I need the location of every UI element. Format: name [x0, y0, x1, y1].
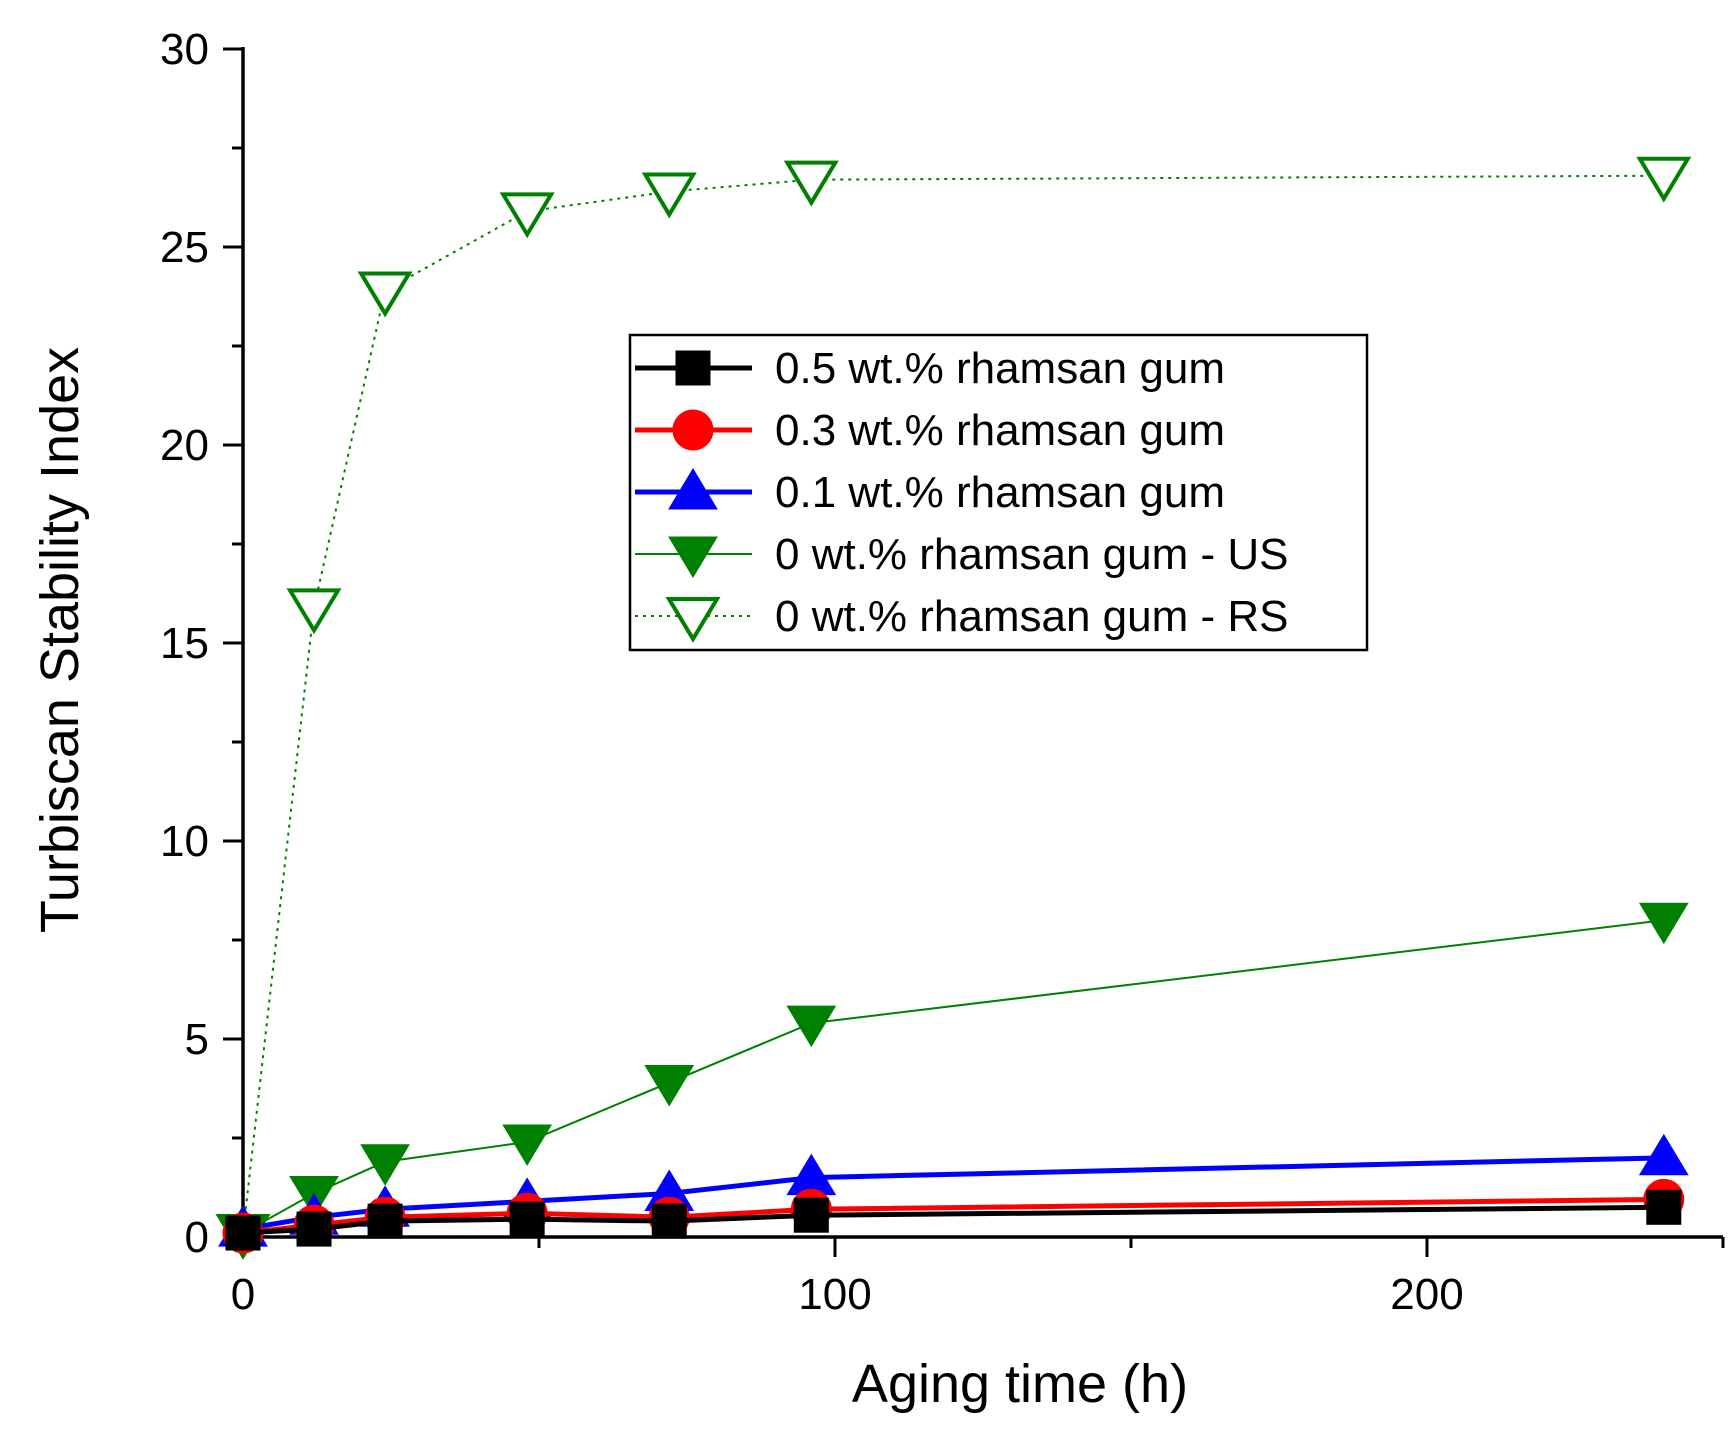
- legend: 0.5 wt.% rhamsan gum 0.3 wt.% rhamsan gum…: [628, 333, 1369, 652]
- legend-marker: [668, 468, 718, 510]
- axes: 0 5 10 15 20 25 30 0 100 200: [160, 25, 1725, 1319]
- legend-label: 0.5 wt.% rhamsan gum: [775, 344, 1225, 393]
- series-line: [242, 1204, 1664, 1236]
- legend-marker: [672, 409, 714, 451]
- legend-marker: [675, 350, 711, 386]
- y-tick-label: 30: [160, 25, 209, 74]
- y-tick-label: 15: [160, 619, 209, 668]
- series-1: [225, 1189, 1682, 1251]
- data-point: [793, 1197, 829, 1233]
- data-point: [357, 271, 413, 318]
- legend-label: 0.3 wt.% rhamsan gum: [775, 406, 1225, 455]
- legend-label: 0.1 wt.% rhamsan gum: [775, 468, 1225, 517]
- data-point: [296, 1211, 332, 1247]
- legend-label: 0 wt.% rhamsan gum - US: [775, 530, 1289, 579]
- x-tick-label: 100: [798, 1270, 871, 1319]
- series-line: [242, 919, 1664, 1234]
- data-point: [360, 1144, 410, 1186]
- series-3: [218, 1133, 1689, 1247]
- x-tick-label: 0: [231, 1270, 255, 1319]
- y-tick-label: 0: [185, 1213, 209, 1262]
- data-point: [499, 192, 555, 239]
- y-tick-label: 25: [160, 223, 209, 272]
- y-tick-label: 20: [160, 421, 209, 470]
- data-point: [1646, 1189, 1682, 1225]
- plot-series: [215, 156, 1692, 1260]
- y-axis-title: Turbiscan Stability Index: [30, 347, 90, 933]
- x-axis-title: Aging time (h): [852, 1354, 1188, 1414]
- y-tick-label: 5: [185, 1015, 209, 1064]
- x-tick-label: 200: [1390, 1270, 1463, 1319]
- data-point: [641, 172, 697, 219]
- legend-marker: [668, 536, 718, 578]
- legend-label: 0 wt.% rhamsan gum - RS: [775, 592, 1289, 641]
- data-point: [286, 588, 342, 635]
- data-point: [509, 1201, 545, 1237]
- data-point: [225, 1215, 261, 1251]
- data-point: [502, 1124, 553, 1166]
- data-point: [1638, 1133, 1689, 1176]
- data-point: [783, 160, 839, 207]
- data-point: [786, 1005, 837, 1048]
- series-5: [215, 156, 1692, 1260]
- legend-marker: [665, 597, 721, 643]
- data-point: [651, 1203, 687, 1239]
- data-point: [367, 1203, 403, 1239]
- data-point: [786, 1153, 837, 1196]
- data-point: [1638, 902, 1689, 945]
- data-point: [1636, 156, 1692, 203]
- axis-titles: Aging time (h) Turbiscan Stability Index: [30, 347, 1188, 1414]
- y-tick-label: 10: [160, 817, 209, 866]
- legend-box: [628, 333, 1369, 652]
- data-point: [644, 1065, 695, 1107]
